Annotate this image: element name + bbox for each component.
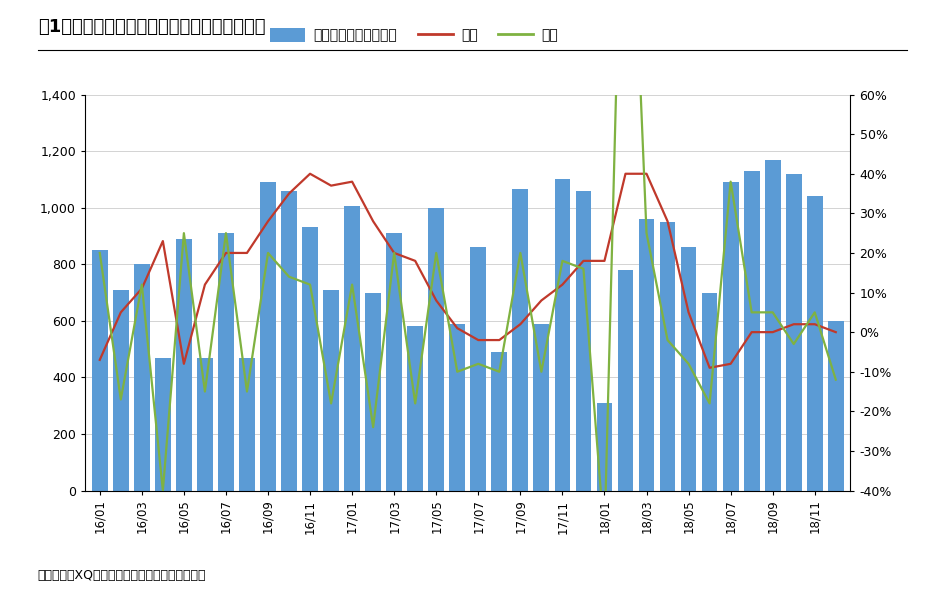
Bar bbox=[323, 290, 339, 491]
Bar bbox=[196, 358, 212, 491]
Bar bbox=[512, 189, 528, 491]
Bar bbox=[134, 264, 149, 491]
Bar bbox=[218, 233, 233, 491]
Bar bbox=[239, 358, 255, 491]
Bar bbox=[112, 290, 128, 491]
Bar bbox=[533, 324, 548, 491]
Bar bbox=[470, 247, 485, 491]
Bar bbox=[407, 326, 423, 491]
Bar bbox=[281, 191, 296, 491]
Bar bbox=[827, 321, 843, 491]
Bar bbox=[260, 182, 276, 491]
Bar bbox=[680, 247, 696, 491]
Bar bbox=[365, 293, 380, 491]
Bar bbox=[638, 219, 653, 491]
Bar bbox=[617, 270, 632, 491]
Bar bbox=[344, 206, 360, 491]
Bar bbox=[302, 228, 317, 491]
Bar bbox=[449, 324, 464, 491]
Bar bbox=[575, 191, 591, 491]
Bar bbox=[386, 233, 401, 491]
Bar bbox=[701, 293, 716, 491]
Bar bbox=[92, 250, 108, 491]
Bar bbox=[491, 352, 507, 491]
Bar bbox=[176, 239, 192, 491]
Bar bbox=[554, 180, 569, 491]
Text: 数据来源：XQ，兴业证券经济与金融研究院整理: 数据来源：XQ，兴业证券经济与金融研究院整理 bbox=[38, 569, 206, 582]
Bar bbox=[155, 358, 171, 491]
Legend: 营收合计（亿新台币）, 同比, 环比: 营收合计（亿新台币）, 同比, 环比 bbox=[264, 22, 564, 48]
Bar bbox=[596, 403, 612, 491]
Bar bbox=[659, 222, 675, 491]
Bar bbox=[785, 174, 801, 491]
Bar bbox=[428, 207, 444, 491]
Text: 图1、台湾晶圆代工企业营收合计（亿新台币）: 图1、台湾晶圆代工企业营收合计（亿新台币） bbox=[38, 18, 265, 35]
Bar bbox=[764, 160, 780, 491]
Bar bbox=[806, 196, 822, 491]
Bar bbox=[722, 182, 738, 491]
Bar bbox=[743, 171, 759, 491]
